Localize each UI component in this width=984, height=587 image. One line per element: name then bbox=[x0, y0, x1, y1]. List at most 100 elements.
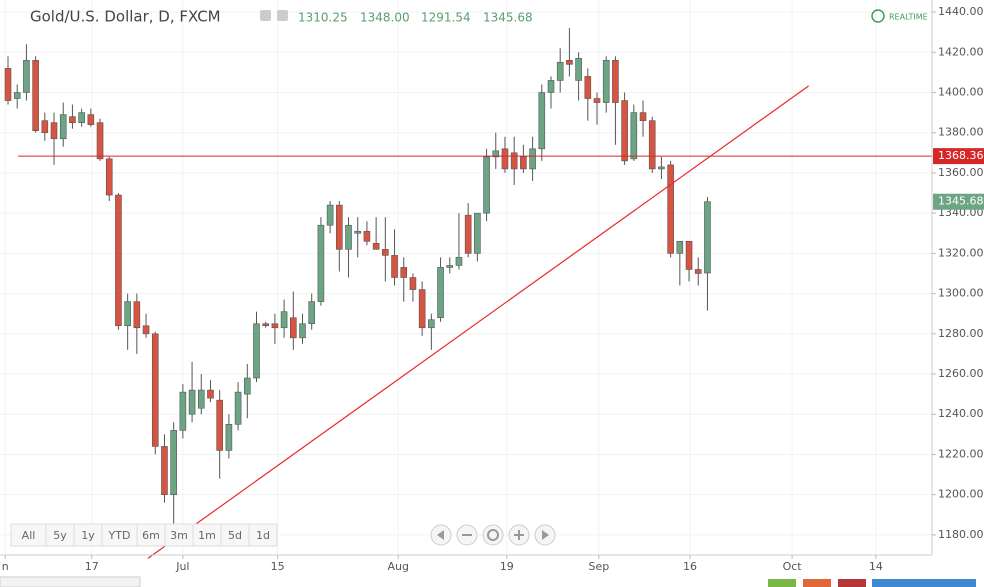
candle-body bbox=[501, 148, 509, 170]
trendline bbox=[147, 85, 810, 559]
candle-body bbox=[317, 224, 325, 302]
candle-body bbox=[418, 289, 426, 329]
last-price-label: 1345.68 bbox=[938, 195, 984, 208]
candle-body bbox=[354, 230, 362, 234]
reset-icon bbox=[487, 529, 499, 541]
range-button-label: 1d bbox=[256, 529, 270, 542]
range-button-label: YTD bbox=[108, 529, 131, 542]
candle-body bbox=[437, 267, 444, 319]
candle-body bbox=[207, 389, 214, 399]
y-tick-label: 1280.00 bbox=[938, 327, 984, 340]
candle-body bbox=[280, 311, 288, 329]
candle-body bbox=[188, 389, 196, 415]
candle-body bbox=[391, 255, 398, 278]
candle-body bbox=[538, 92, 546, 150]
y-tick-label: 1220.00 bbox=[938, 447, 984, 460]
x-tick-label: 19 bbox=[500, 560, 514, 573]
candle-body bbox=[446, 265, 454, 268]
candle-body bbox=[602, 60, 610, 103]
y-tick-label: 1200.00 bbox=[938, 488, 984, 501]
candle-body bbox=[575, 58, 582, 81]
bottom-button[interactable] bbox=[872, 579, 976, 587]
candle-body bbox=[409, 277, 417, 290]
candle-body bbox=[667, 164, 674, 254]
bottom-button[interactable] bbox=[768, 579, 796, 587]
candle-body bbox=[225, 423, 233, 451]
legend-close: 1345.68 bbox=[483, 11, 533, 25]
x-tick-label: n bbox=[2, 560, 9, 573]
candle-body bbox=[685, 241, 693, 270]
candle-body bbox=[464, 214, 472, 254]
range-button-label: 1m bbox=[198, 529, 216, 542]
candle-body bbox=[326, 204, 334, 226]
candle-body bbox=[704, 201, 711, 274]
candle-body bbox=[4, 68, 12, 101]
candle-body bbox=[382, 249, 389, 256]
hline-label: 1368.36 bbox=[938, 149, 984, 162]
candle-body bbox=[483, 156, 490, 214]
candle-body bbox=[124, 301, 131, 327]
candle-body bbox=[197, 389, 205, 409]
candle-body bbox=[23, 60, 30, 93]
y-tick-label: 1400.00 bbox=[938, 86, 984, 99]
y-tick-label: 1180.00 bbox=[938, 528, 984, 541]
settings-icon[interactable] bbox=[260, 10, 271, 21]
x-tick-label: Aug bbox=[387, 560, 408, 573]
range-button-label: 5y bbox=[53, 529, 67, 542]
candle-body bbox=[243, 377, 251, 395]
x-tick-label: Sep bbox=[588, 560, 609, 573]
candle-body bbox=[584, 76, 592, 99]
range-button[interactable] bbox=[248, 523, 278, 547]
x-tick-label: Oct bbox=[783, 560, 803, 573]
range-button-label: 3m bbox=[170, 529, 188, 542]
candle-body bbox=[271, 323, 279, 329]
range-button-label: 5d bbox=[228, 529, 242, 542]
candle-body bbox=[510, 152, 518, 170]
legend-high: 1348.00 bbox=[360, 11, 410, 25]
candle-body bbox=[593, 98, 601, 103]
candle-body bbox=[290, 317, 297, 339]
candle-body bbox=[639, 112, 647, 121]
bottom-bar bbox=[0, 576, 141, 587]
hide-icon[interactable] bbox=[277, 10, 288, 21]
bottom-button[interactable] bbox=[838, 579, 866, 587]
candle-body bbox=[105, 158, 113, 196]
candle-body bbox=[133, 301, 141, 329]
candle-body bbox=[151, 333, 159, 447]
candle-body bbox=[262, 323, 269, 327]
candle-body bbox=[142, 325, 150, 335]
candle-body bbox=[492, 150, 500, 158]
x-tick-label: 17 bbox=[85, 560, 99, 573]
candle-body bbox=[87, 114, 95, 125]
candle-body bbox=[474, 212, 481, 254]
candle-body bbox=[547, 80, 555, 93]
y-tick-label: 1240.00 bbox=[938, 407, 984, 420]
candle-body bbox=[363, 230, 371, 242]
hline-label-bg bbox=[933, 148, 984, 165]
candle-body bbox=[96, 122, 104, 160]
bottom-button[interactable] bbox=[803, 579, 831, 587]
candle-body bbox=[115, 194, 122, 327]
candle-body bbox=[253, 323, 260, 379]
candle-body bbox=[69, 116, 76, 123]
candle-body bbox=[676, 241, 684, 254]
candle-body bbox=[78, 112, 85, 123]
reset[interactable] bbox=[482, 524, 504, 546]
candle-body bbox=[428, 319, 435, 329]
candle-body bbox=[520, 156, 527, 170]
x-tick-label: Jul bbox=[175, 560, 189, 573]
plus bbox=[514, 530, 524, 540]
y-tick-label: 1320.00 bbox=[938, 246, 984, 259]
candle-body bbox=[630, 112, 638, 160]
realtime-icon bbox=[871, 9, 885, 23]
candle-body bbox=[658, 166, 665, 170]
arrow bbox=[437, 530, 444, 540]
candle-body bbox=[566, 60, 573, 65]
y-tick-label: 1260.00 bbox=[938, 367, 984, 380]
arrow bbox=[542, 530, 549, 540]
candle-body bbox=[529, 148, 536, 170]
y-tick-label: 1300.00 bbox=[938, 287, 984, 300]
y-tick-label: 1420.00 bbox=[938, 45, 984, 58]
